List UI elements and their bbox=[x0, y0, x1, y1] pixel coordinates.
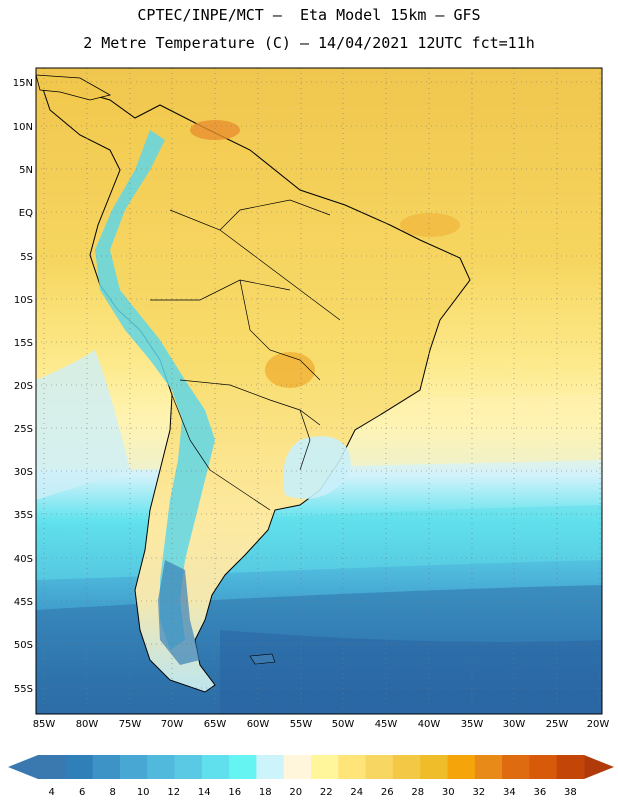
lon-label: 20W bbox=[587, 719, 610, 730]
colorbar-swatch bbox=[365, 755, 394, 779]
colorbar-swatch bbox=[311, 755, 339, 779]
map-frame bbox=[35, 67, 603, 715]
lon-label: 70W bbox=[161, 719, 184, 730]
colorbar-swatch bbox=[119, 755, 148, 779]
lon-label: 60W bbox=[247, 719, 270, 730]
lat-label: 50S bbox=[14, 640, 33, 651]
colorbar-tick-label: 6 bbox=[79, 787, 85, 798]
colorbar-tick-label: 36 bbox=[533, 787, 546, 798]
andes-cold-band bbox=[95, 130, 215, 650]
colorbar-swatch bbox=[556, 755, 585, 779]
lat-label: 35S bbox=[14, 510, 33, 521]
colorbar-tick-label: 32 bbox=[472, 787, 485, 798]
colorbar-tick-label: 20 bbox=[289, 787, 302, 798]
colorbar-tick-label: 30 bbox=[442, 787, 455, 798]
temperature-field bbox=[36, 68, 602, 714]
lon-label: 35W bbox=[461, 719, 484, 730]
lat-label: EQ bbox=[19, 208, 33, 219]
lat-label: 25S bbox=[14, 424, 33, 435]
colorbar-swatch bbox=[92, 755, 121, 779]
colorbar-tick-label: 22 bbox=[320, 787, 333, 798]
colorbar-tick-label: 16 bbox=[228, 787, 241, 798]
colorbar-swatch bbox=[283, 755, 312, 779]
colorbar-tick-label: 38 bbox=[564, 787, 577, 798]
map-title: CPTEC/INPE/MCT – Eta Model 15km – GFS bbox=[137, 6, 481, 24]
lon-label: 50W bbox=[332, 719, 355, 730]
colorbar-tick-label: 12 bbox=[167, 787, 180, 798]
lat-label: 15S bbox=[14, 338, 33, 349]
colorbar-tick-label: 18 bbox=[259, 787, 272, 798]
lon-label: 65W bbox=[204, 719, 227, 730]
colorbar-tick-label: 26 bbox=[381, 787, 394, 798]
lon-label: 25W bbox=[546, 719, 569, 730]
colorbar-swatch bbox=[529, 755, 558, 779]
colorbar-swatch bbox=[65, 755, 94, 779]
latitude-axis: 15N 10N 5N EQ 5S 10S 15S 20S 25S 30S 35S… bbox=[13, 78, 33, 695]
colorbar-swatch bbox=[174, 755, 203, 779]
colorbar-over-arrow bbox=[584, 755, 614, 779]
lon-label: 75W bbox=[119, 719, 142, 730]
colorbar-tick-label: 34 bbox=[503, 787, 516, 798]
lon-label: 45W bbox=[375, 719, 398, 730]
colorbar-swatch bbox=[38, 755, 66, 779]
lat-label: 15N bbox=[13, 78, 33, 89]
colorbar-swatch bbox=[338, 755, 367, 779]
colorbar-tick-label: 14 bbox=[198, 787, 211, 798]
lat-label: 40S bbox=[14, 554, 33, 565]
lat-label: 10S bbox=[14, 295, 33, 306]
lat-label: 55S bbox=[14, 684, 33, 695]
lat-label: 45S bbox=[14, 597, 33, 608]
colorbar-swatch bbox=[447, 755, 476, 779]
colorbar-swatch bbox=[229, 755, 257, 779]
colorbar-swatch bbox=[201, 755, 230, 779]
longitude-axis: 85W 80W 75W 70W 65W 60W 55W 50W 45W 40W … bbox=[33, 719, 610, 730]
lat-label: 5N bbox=[19, 165, 33, 176]
lon-label: 55W bbox=[290, 719, 313, 730]
colorbar-swatch bbox=[420, 755, 448, 779]
colorbar-swatch bbox=[147, 755, 175, 779]
colorbar-swatch bbox=[502, 755, 530, 779]
lat-label: 30S bbox=[14, 467, 33, 478]
colorbar-tick-label: 8 bbox=[109, 787, 115, 798]
lon-label: 30W bbox=[503, 719, 526, 730]
colorbar-under-arrow bbox=[8, 755, 38, 779]
lon-label: 40W bbox=[418, 719, 441, 730]
lon-label: 80W bbox=[76, 719, 99, 730]
colorbar-swatch bbox=[392, 755, 421, 779]
lat-label: 20S bbox=[14, 381, 33, 392]
colorbar-tick-label: 28 bbox=[411, 787, 424, 798]
colorbar-swatch bbox=[474, 755, 503, 779]
lat-label: 10N bbox=[13, 122, 33, 133]
colorbar: 4 6 8 10 12 14 16 18 20 22 24 26 28 30 32 34 36 38 bbox=[8, 755, 614, 798]
lat-label: 5S bbox=[20, 252, 33, 263]
colorbar-tick-label: 10 bbox=[137, 787, 150, 798]
map-subtitle: 2 Metre Temperature (C) – 14/04/2021 12U… bbox=[83, 34, 535, 52]
colorbar-swatch bbox=[256, 755, 285, 779]
colorbar-tick-label: 24 bbox=[350, 787, 363, 798]
colorbar-tick-label: 4 bbox=[48, 787, 54, 798]
lon-label: 85W bbox=[33, 719, 56, 730]
